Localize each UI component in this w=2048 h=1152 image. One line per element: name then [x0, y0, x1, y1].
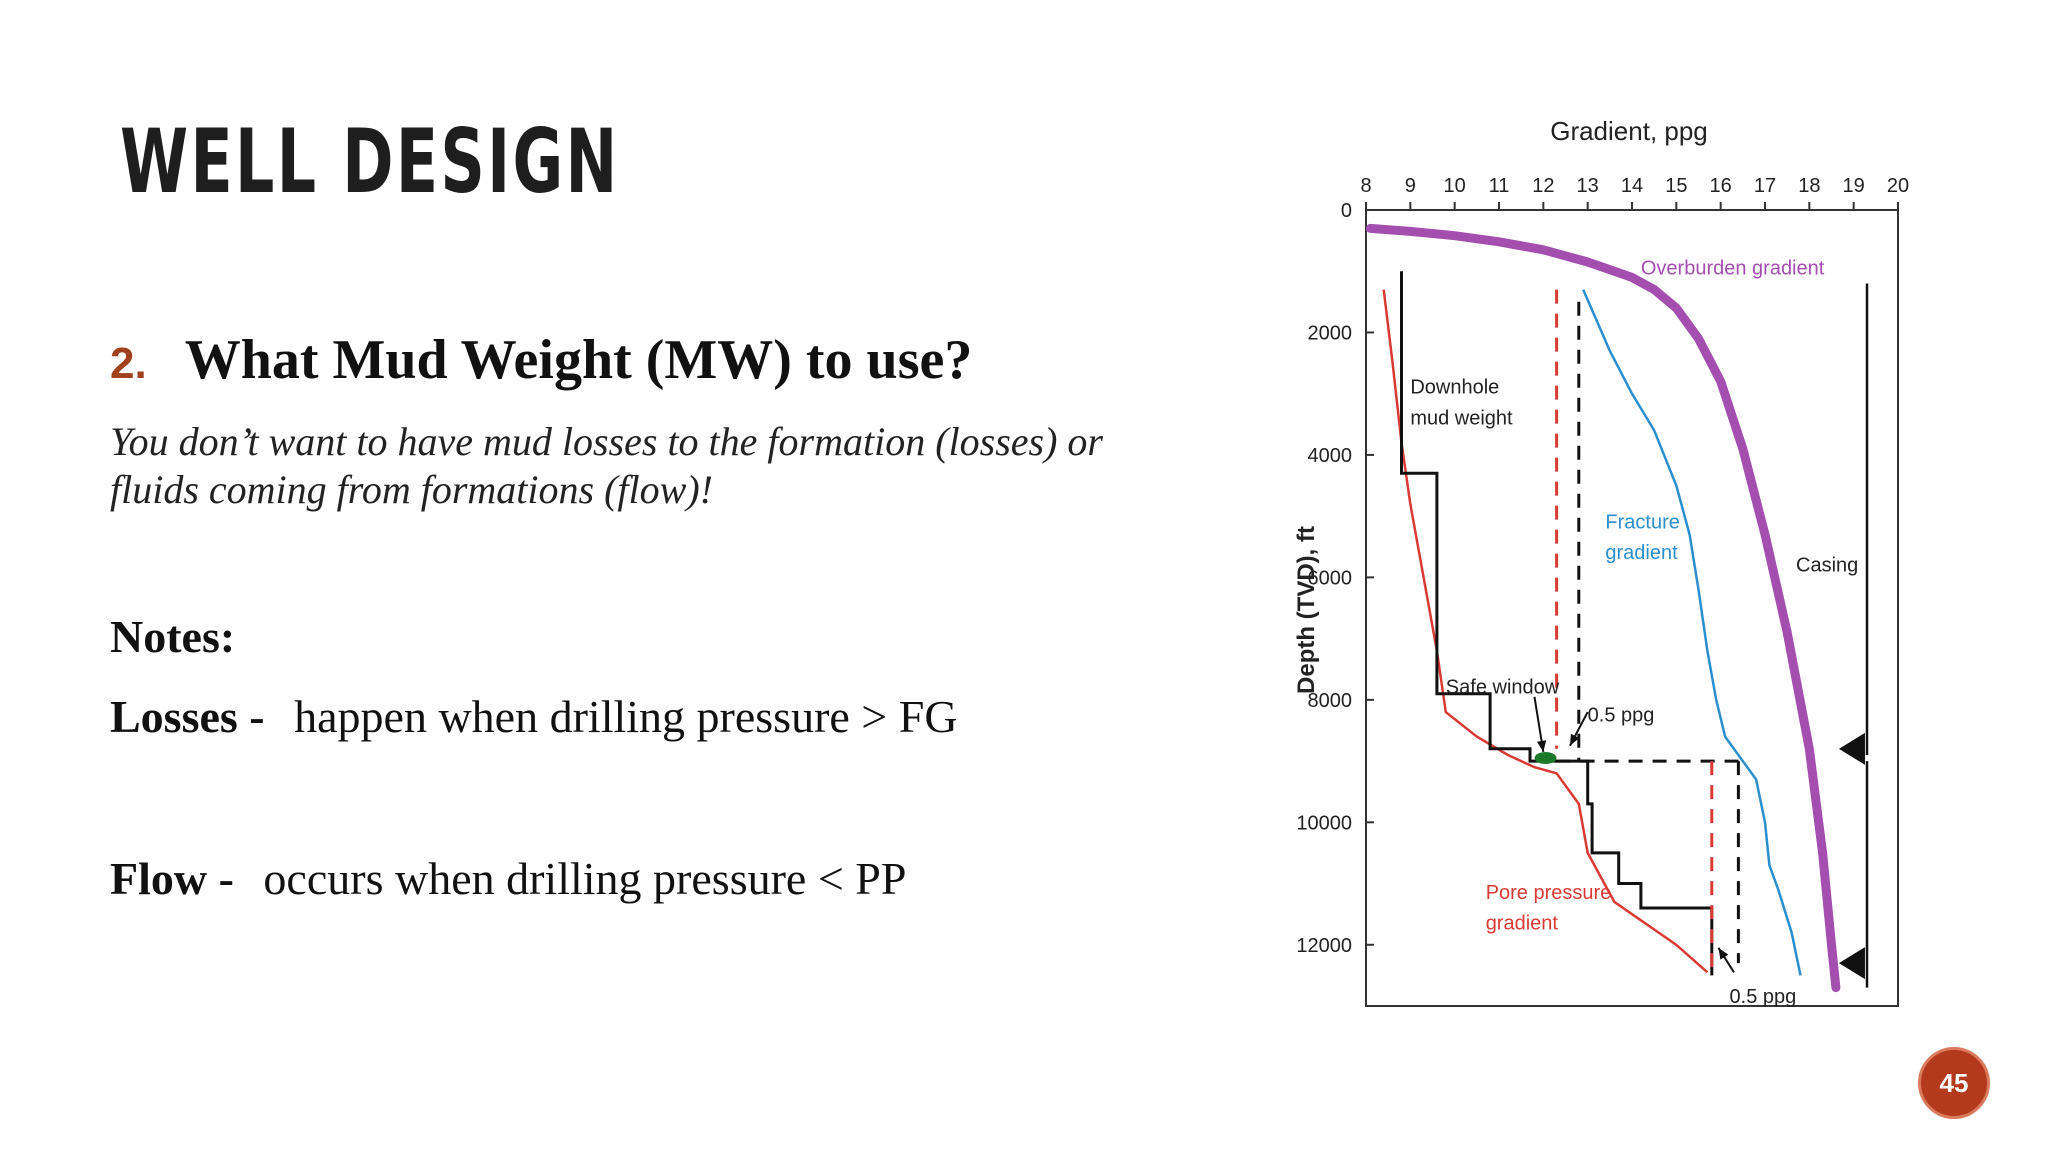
flow-note: Flow - occurs when drilling pressure < P…: [110, 852, 906, 905]
losses-label: Losses -: [110, 691, 265, 742]
y-tick-label: 0: [1341, 200, 1352, 222]
y-tick-label: 8000: [1308, 690, 1353, 712]
x-axis-title: Gradient, ppg: [1550, 116, 1708, 146]
x-tick-label: 8: [1360, 175, 1371, 197]
safe-window-arrow-head: [1536, 740, 1547, 752]
margin-bottom-label: 0.5 ppg: [1730, 986, 1797, 1008]
notes-heading: Notes:: [110, 611, 236, 662]
pore-pressure-label-line1: Pore pressure: [1486, 882, 1612, 904]
flow-label: Flow -: [110, 853, 234, 904]
y-tick-label: 10000: [1296, 812, 1352, 834]
margin-top-arrow-head: [1569, 733, 1580, 746]
x-tick-label: 16: [1710, 175, 1732, 197]
fracture-label-line1: Fracture: [1605, 511, 1679, 533]
y-tick-label: 4000: [1308, 445, 1353, 467]
overburden-label: Overburden gradient: [1641, 257, 1825, 279]
y-axis-title: Depth (TVD), ft: [1293, 526, 1320, 694]
x-tick-label: 12: [1532, 175, 1554, 197]
safe-window-marker: [1534, 752, 1557, 765]
flow-text: occurs when drilling pressure < PP: [263, 853, 907, 904]
slide-title: WELL DESIGN: [120, 110, 620, 213]
fracture-gradient-line: [1582, 289, 1802, 976]
losses-note: Losses - happen when drilling pressure >…: [110, 690, 958, 743]
page-number-badge: 45: [1918, 1047, 1990, 1119]
x-tick-label: 18: [1798, 175, 1820, 197]
casing-label: Casing: [1796, 554, 1858, 576]
x-tick-label: 14: [1621, 175, 1643, 197]
casing-shoe-marker: [1838, 947, 1865, 980]
overburden-gradient-line: [1365, 223, 1841, 993]
y-tick-label: 12000: [1296, 935, 1352, 957]
casing-shoe-marker: [1838, 732, 1865, 765]
safe-window-label: Safe window: [1446, 677, 1560, 699]
pore-pressure-label-line2: gradient: [1486, 912, 1559, 934]
x-tick-label: 15: [1665, 175, 1687, 197]
question-text: What Mud Weight (MW) to use?: [184, 329, 973, 391]
downhole-label-line1: Downhole: [1410, 377, 1499, 399]
question-number: 2.: [110, 339, 147, 388]
x-tick-label: 17: [1754, 175, 1776, 197]
question: 2. What Mud Weight (MW) to use?: [110, 328, 972, 392]
question-subtext: You don’t want to have mud losses to the…: [110, 419, 1103, 512]
losses-text: happen when drilling pressure > FG: [294, 691, 958, 742]
margin-bottom-arrow-head: [1718, 947, 1729, 960]
x-tick-label: 13: [1577, 175, 1599, 197]
margin-top-label: 0.5 ppg: [1588, 704, 1655, 726]
pore-pressure-gradient-line: [1382, 289, 1709, 974]
x-tick-label: 9: [1405, 175, 1416, 197]
fracture-label-line2: gradient: [1605, 542, 1678, 564]
x-tick-label: 11: [1489, 175, 1510, 197]
x-tick-label: 20: [1887, 175, 1909, 197]
y-tick-label: 2000: [1308, 322, 1353, 344]
downhole-label-line2: mud weight: [1410, 407, 1513, 429]
x-tick-label: 10: [1444, 175, 1466, 197]
y-tick-label: 6000: [1308, 567, 1353, 589]
gradient-depth-figure: Gradient, ppg Depth (TVD), ft 8 9 10 11 12 13…: [1262, 110, 1924, 1010]
x-tick-label: 19: [1843, 175, 1865, 197]
